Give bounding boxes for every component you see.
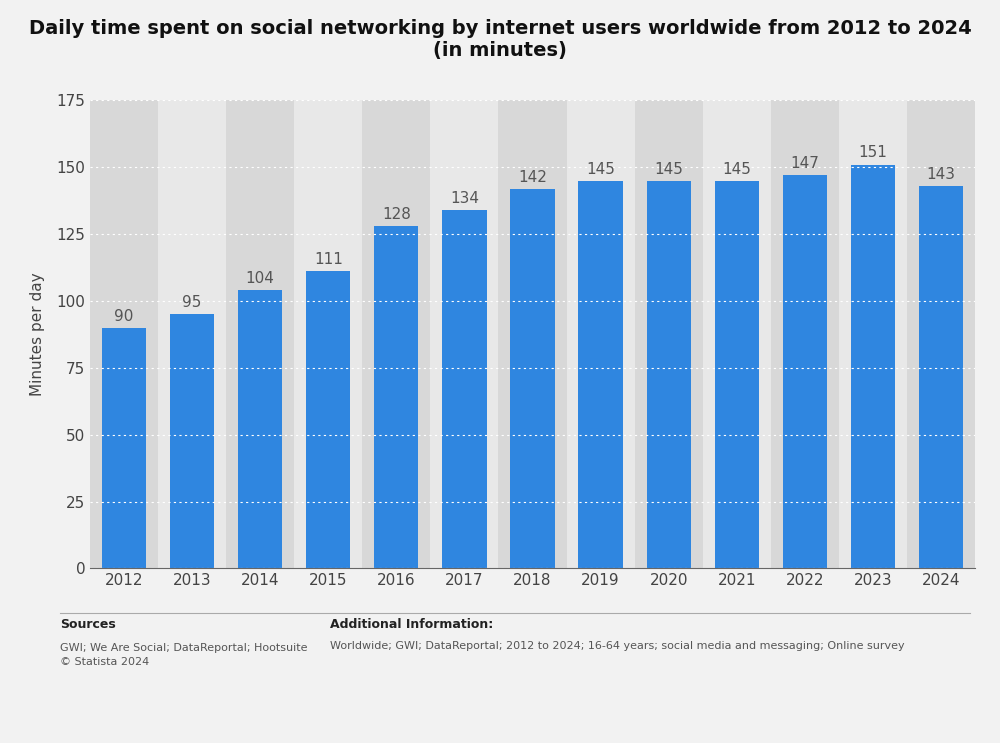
- Bar: [703, 100, 771, 568]
- Bar: [238, 291, 282, 568]
- Bar: [498, 100, 567, 568]
- Text: 111: 111: [314, 253, 343, 267]
- Text: Sources: Sources: [60, 618, 116, 631]
- Text: 151: 151: [858, 146, 887, 160]
- Text: 143: 143: [926, 167, 955, 182]
- Bar: [578, 181, 623, 568]
- Text: 104: 104: [246, 271, 275, 286]
- Bar: [647, 181, 691, 568]
- Bar: [430, 100, 498, 568]
- Text: 134: 134: [450, 191, 479, 206]
- Bar: [771, 100, 839, 568]
- Text: 145: 145: [586, 161, 615, 177]
- Text: GWI; We Are Social; DataReportal; Hootsuite
© Statista 2024: GWI; We Are Social; DataReportal; Hootsu…: [60, 643, 308, 667]
- Bar: [839, 100, 907, 568]
- Text: Daily time spent on social networking by internet users worldwide from 2012 to 2: Daily time spent on social networking by…: [29, 19, 971, 59]
- Bar: [374, 226, 418, 568]
- Bar: [90, 100, 158, 568]
- Bar: [294, 100, 362, 568]
- Bar: [567, 100, 635, 568]
- Bar: [362, 100, 430, 568]
- Text: 90: 90: [114, 308, 134, 324]
- Bar: [442, 210, 487, 568]
- Text: Worldwide; GWI; DataReportal; 2012 to 2024; 16-64 years; social media and messag: Worldwide; GWI; DataReportal; 2012 to 20…: [330, 640, 905, 651]
- Text: 95: 95: [182, 295, 202, 311]
- Y-axis label: Minutes per day: Minutes per day: [30, 273, 45, 396]
- Text: 142: 142: [518, 169, 547, 184]
- Bar: [306, 271, 350, 568]
- Bar: [783, 175, 827, 568]
- Bar: [226, 100, 294, 568]
- Text: 147: 147: [790, 156, 819, 171]
- Bar: [919, 186, 963, 568]
- Bar: [170, 314, 214, 568]
- Bar: [102, 328, 146, 568]
- Bar: [510, 189, 555, 568]
- Text: 145: 145: [654, 161, 683, 177]
- Text: 128: 128: [382, 207, 411, 222]
- Bar: [158, 100, 226, 568]
- Bar: [635, 100, 703, 568]
- Bar: [715, 181, 759, 568]
- Text: Additional Information:: Additional Information:: [330, 618, 493, 631]
- Bar: [907, 100, 975, 568]
- Bar: [851, 164, 895, 568]
- Text: 145: 145: [722, 161, 751, 177]
